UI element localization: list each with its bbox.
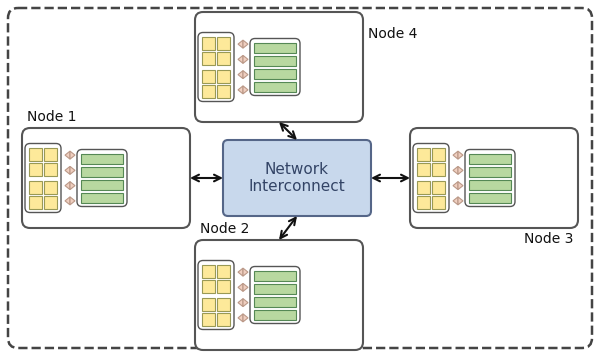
Polygon shape <box>243 283 248 291</box>
Polygon shape <box>70 166 75 174</box>
Bar <box>254 297 296 307</box>
Bar <box>44 147 57 161</box>
Polygon shape <box>65 182 70 190</box>
Polygon shape <box>238 299 243 307</box>
Polygon shape <box>243 40 248 48</box>
Polygon shape <box>458 197 463 205</box>
Polygon shape <box>238 86 243 94</box>
Bar <box>417 147 430 161</box>
Bar <box>29 180 42 194</box>
Bar <box>202 313 215 325</box>
Bar <box>29 195 42 209</box>
Polygon shape <box>243 314 248 322</box>
FancyBboxPatch shape <box>413 143 449 213</box>
Bar <box>217 69 230 83</box>
Text: Node 3: Node 3 <box>524 232 573 246</box>
Bar <box>202 84 215 98</box>
Text: Node 2: Node 2 <box>200 222 250 236</box>
Bar <box>29 162 42 176</box>
Text: Node 1: Node 1 <box>27 110 77 124</box>
Bar <box>202 298 215 310</box>
Text: Node 4: Node 4 <box>368 27 418 41</box>
Bar <box>217 37 230 49</box>
Bar <box>254 309 296 319</box>
Polygon shape <box>65 197 70 205</box>
FancyBboxPatch shape <box>198 32 234 101</box>
Polygon shape <box>243 56 248 63</box>
Polygon shape <box>65 166 70 174</box>
Polygon shape <box>243 86 248 94</box>
Bar <box>254 271 296 281</box>
FancyBboxPatch shape <box>195 240 363 350</box>
FancyBboxPatch shape <box>195 12 363 122</box>
Bar <box>469 193 511 203</box>
Bar <box>202 69 215 83</box>
Polygon shape <box>453 197 458 205</box>
FancyBboxPatch shape <box>8 8 592 348</box>
Bar <box>217 298 230 310</box>
Bar <box>217 265 230 277</box>
Polygon shape <box>453 166 458 174</box>
Bar <box>217 52 230 64</box>
Bar <box>217 279 230 293</box>
Bar <box>469 179 511 189</box>
FancyBboxPatch shape <box>250 267 300 324</box>
Bar <box>29 147 42 161</box>
FancyBboxPatch shape <box>22 128 190 228</box>
Polygon shape <box>238 283 243 291</box>
FancyBboxPatch shape <box>77 150 127 206</box>
Polygon shape <box>70 182 75 190</box>
Bar <box>254 42 296 52</box>
Polygon shape <box>458 151 463 159</box>
FancyBboxPatch shape <box>223 140 371 216</box>
FancyBboxPatch shape <box>410 128 578 228</box>
Bar <box>469 153 511 163</box>
Polygon shape <box>70 151 75 159</box>
Bar <box>432 180 445 194</box>
Bar <box>254 68 296 79</box>
Polygon shape <box>238 70 243 79</box>
Bar <box>217 313 230 325</box>
Bar <box>432 162 445 176</box>
Polygon shape <box>238 40 243 48</box>
Bar <box>81 179 123 189</box>
Bar <box>202 265 215 277</box>
Bar <box>254 283 296 293</box>
Bar <box>81 167 123 177</box>
Bar <box>469 167 511 177</box>
Polygon shape <box>453 182 458 190</box>
Bar <box>432 147 445 161</box>
Polygon shape <box>458 166 463 174</box>
Bar <box>44 180 57 194</box>
Bar <box>254 56 296 66</box>
Bar <box>81 193 123 203</box>
Polygon shape <box>238 314 243 322</box>
Bar <box>254 82 296 91</box>
FancyBboxPatch shape <box>465 150 515 206</box>
FancyBboxPatch shape <box>250 38 300 95</box>
Polygon shape <box>243 299 248 307</box>
Bar <box>217 84 230 98</box>
Bar <box>44 195 57 209</box>
Bar <box>202 37 215 49</box>
Text: Network
Interconnect: Network Interconnect <box>248 162 346 194</box>
Bar <box>202 52 215 64</box>
Polygon shape <box>243 70 248 79</box>
Bar <box>202 279 215 293</box>
Polygon shape <box>238 56 243 63</box>
Bar <box>44 162 57 176</box>
Polygon shape <box>453 151 458 159</box>
Bar <box>432 195 445 209</box>
Bar <box>417 180 430 194</box>
Polygon shape <box>65 151 70 159</box>
Polygon shape <box>70 197 75 205</box>
FancyBboxPatch shape <box>25 143 61 213</box>
Polygon shape <box>238 268 243 276</box>
Bar <box>417 195 430 209</box>
Bar <box>81 153 123 163</box>
FancyBboxPatch shape <box>198 261 234 330</box>
Bar <box>417 162 430 176</box>
Polygon shape <box>458 182 463 190</box>
Polygon shape <box>243 268 248 276</box>
